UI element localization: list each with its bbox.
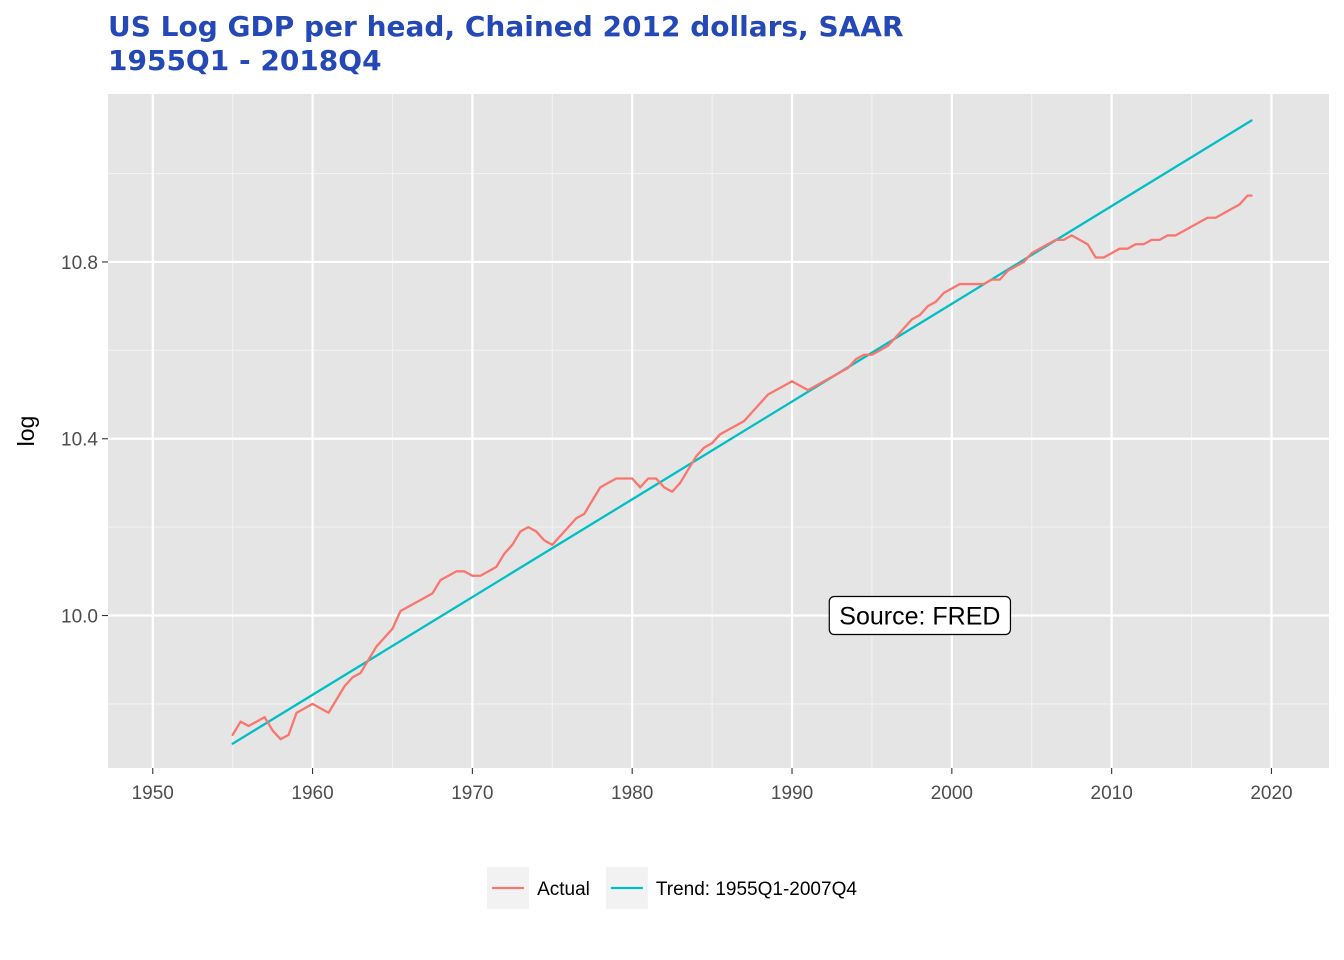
- chart-title-block: US Log GDP per head, Chained 2012 dollar…: [108, 10, 904, 78]
- y-axis-title: log: [13, 416, 39, 447]
- x-tick-label: 1990: [771, 783, 813, 804]
- y-tick-label: 10.0: [61, 607, 98, 628]
- chart-title: US Log GDP per head, Chained 2012 dollar…: [108, 10, 904, 43]
- annotation-label: Source: FRED: [839, 603, 1000, 631]
- x-tick-label: 2020: [1250, 783, 1292, 804]
- x-tick-label: 2010: [1091, 783, 1133, 804]
- x-tick-label: 1970: [451, 783, 493, 804]
- x-tick-label: 1980: [611, 783, 653, 804]
- y-tick-label: 10.8: [61, 253, 98, 274]
- legend-trend-label: Trend: 1955Q1-2007Q4: [656, 879, 857, 900]
- plot-panel: [108, 94, 1329, 768]
- x-axis: 1950 1960 1970 1980 1990 2000 2010 2020: [132, 768, 1293, 804]
- legend-actual-label: Actual: [537, 879, 590, 900]
- series-layer: [231, 119, 1253, 745]
- trend-series-line: [231, 119, 1253, 745]
- annotation: Source: FRED: [828, 595, 1012, 636]
- x-tick-label: 1950: [132, 783, 174, 804]
- annotation-box: [828, 595, 1012, 636]
- y-axis: 10.0 10.4 10.8: [61, 253, 108, 628]
- legend: Actual Trend: 1955Q1-2007Q4: [487, 867, 857, 909]
- x-tick-label: 2000: [931, 783, 973, 804]
- chart-subtitle: 1955Q1 - 2018Q4: [108, 44, 382, 77]
- actual-series-line: [231, 194, 1253, 741]
- y-tick-label: 10.4: [61, 430, 98, 451]
- x-tick-label: 1960: [291, 783, 333, 804]
